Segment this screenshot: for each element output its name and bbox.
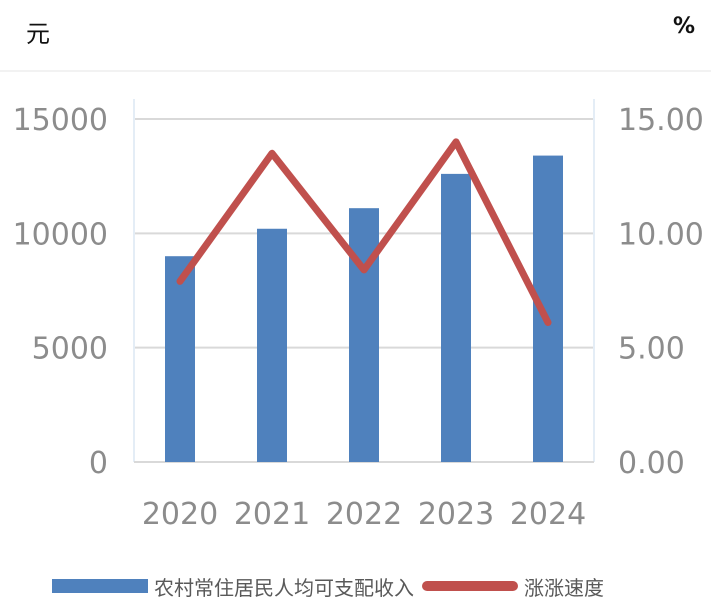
left-axis-tick: 5000 <box>32 332 108 367</box>
left-axis-tick: 0 <box>89 446 108 481</box>
right-axis-tick: 5.00 <box>618 332 685 367</box>
line-series <box>176 138 552 327</box>
legend-line-label: 涨涨速度 <box>524 575 604 600</box>
left-axis-unit: 元 <box>26 20 50 48</box>
legend-bar-swatch <box>52 579 148 593</box>
x-axis-tick: 2024 <box>510 497 586 532</box>
x-axis-tick: 2022 <box>326 497 402 532</box>
growth-line <box>176 138 552 327</box>
axis-ticks: 0 5000 10000 15000 0.00 5.00 10.00 15.00 2020 202… <box>13 103 704 532</box>
bar <box>441 173 471 462</box>
right-axis-tick: 0.00 <box>618 446 685 481</box>
bar <box>165 256 195 462</box>
header-divider <box>0 70 711 72</box>
x-axis-tick: 2023 <box>418 497 494 532</box>
right-axis-tick: 15.00 <box>618 103 704 138</box>
right-axis-unit: % <box>672 14 695 39</box>
left-axis-tick: 15000 <box>13 103 108 138</box>
legend-bar-label: 农村常住居民人均可支配收入 <box>154 575 414 600</box>
bar <box>257 228 287 462</box>
bar <box>349 208 379 462</box>
x-axis-tick: 2020 <box>142 497 218 532</box>
legend-line-swatch <box>422 581 518 591</box>
left-axis-tick: 10000 <box>13 217 108 252</box>
right-axis-tick: 10.00 <box>618 217 704 252</box>
bar-series <box>165 155 563 462</box>
legend: 农村常住居民人均可支配收入 涨涨速度 <box>52 568 604 604</box>
x-axis-tick: 2021 <box>234 497 310 532</box>
